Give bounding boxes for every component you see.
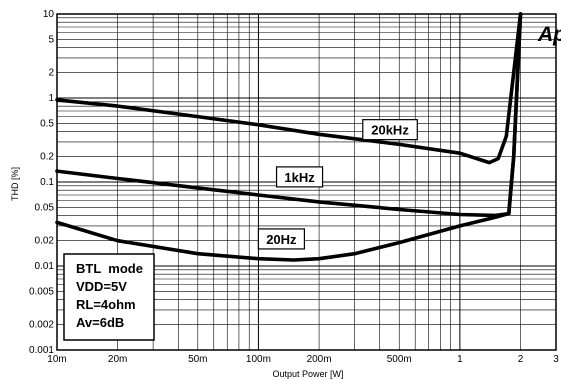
x-tick-label: 3 <box>553 354 559 365</box>
series-label-box-1khz <box>275 166 324 188</box>
condition-av: Av=6dB <box>76 315 124 330</box>
y-tick-label: 10 <box>43 9 55 20</box>
y-tick-label: 0.02 <box>35 236 55 247</box>
test-conditions-box: BTL mode VDD=5V RL=4ohm Av=6dB <box>63 253 155 341</box>
y-tick-labels: 10 5 2 1 0.5 0.2 0.1 0.05 0.02 0.01 0.005 0.002 0.00… <box>29 9 54 356</box>
y-tick-label: 0.002 <box>29 320 54 331</box>
x-tick-label: 20m <box>108 354 127 365</box>
conditions-box-border <box>63 253 155 341</box>
condition-vdd: VDD=5V <box>76 279 127 294</box>
audio-precision-logo: Ap <box>537 23 561 46</box>
x-tick-label: 1 <box>457 354 463 365</box>
x-tick-label: 2 <box>518 354 524 365</box>
y-tick-label: 0.05 <box>35 202 55 213</box>
y-tick-label: 0.2 <box>40 152 54 163</box>
series-label-box-20khz <box>362 119 418 141</box>
condition-mode: BTL mode <box>76 261 143 276</box>
x-tick-labels: 10m 20m 50m 100m 200m 500m 1 2 3 <box>47 354 559 365</box>
series-line-20khz <box>55 12 523 165</box>
series-label-1khz: 1kHz <box>284 170 315 185</box>
series-label-20hz: 20Hz <box>266 232 297 247</box>
series-label-box-20hz <box>257 228 305 250</box>
curve-labels: 20kHz 1kHz 20Hz <box>257 119 418 250</box>
y-tick-label: 1 <box>48 93 54 104</box>
y-tick-label: 5 <box>48 34 54 45</box>
condition-rl: RL=4ohm <box>76 297 136 312</box>
x-tick-label: 200m <box>307 354 332 365</box>
y-axis-title: THD [%] <box>10 167 20 201</box>
series-label-20khz: 20kHz <box>371 123 409 138</box>
curves <box>55 12 523 262</box>
x-tick-label: 10m <box>47 354 66 365</box>
grid <box>56 13 557 351</box>
plot-border <box>56 13 557 351</box>
y-tick-label: 0.001 <box>29 345 54 356</box>
x-axis-title: Output Power [W] <box>272 369 343 379</box>
y-tick-label: 0.005 <box>29 286 54 297</box>
y-tick-label: 0.5 <box>40 118 54 129</box>
y-tick-label: 0.1 <box>40 177 54 188</box>
x-tick-label: 500m <box>387 354 412 365</box>
x-tick-label: 50m <box>188 354 207 365</box>
y-tick-label: 2 <box>48 68 54 79</box>
y-tick-label: 0.01 <box>35 261 55 272</box>
x-tick-label: 100m <box>246 354 271 365</box>
series-line-20hz <box>55 12 523 262</box>
